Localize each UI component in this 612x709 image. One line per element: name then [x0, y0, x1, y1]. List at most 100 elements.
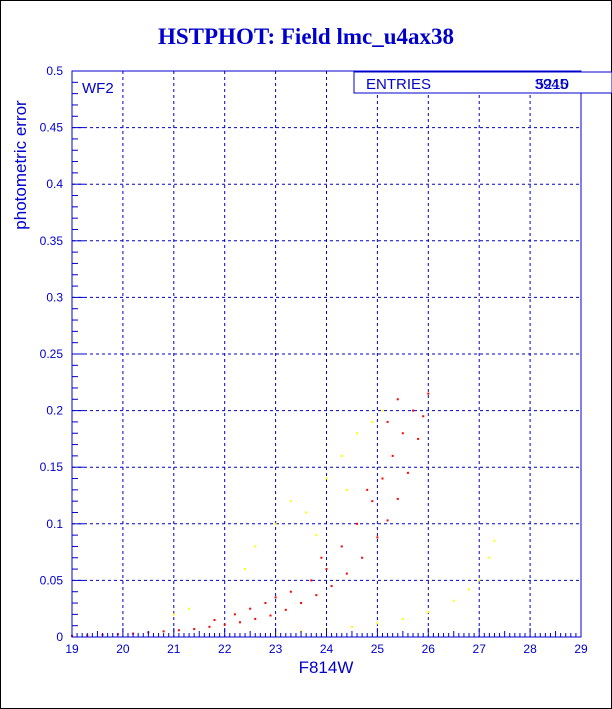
data-point-series-2: [401, 617, 404, 620]
data-point-series-1: [361, 556, 364, 559]
data-point-series-1: [233, 613, 236, 616]
y-tick-label: 0.3: [46, 290, 63, 304]
stats-entries-value-2: 5210: [536, 76, 569, 93]
data-point-series-1: [177, 629, 180, 632]
data-point-series-1: [254, 617, 257, 620]
panel-label: WF2: [82, 80, 114, 97]
x-tick-label: 29: [574, 642, 588, 656]
data-point-series-1: [391, 454, 394, 457]
data-point-series-2: [468, 588, 471, 591]
data-point-series-2: [478, 579, 481, 582]
axis-ticks: [71, 70, 582, 638]
stats-entries-value-1: 3945: [535, 76, 568, 93]
x-tick-label: 20: [116, 642, 130, 656]
data-point-series-1: [208, 625, 211, 628]
y-tick-labels: 0 0.05 0.1 0.15 0.2 0.25 0.3 0.35 0.4 0.45 0.5: [40, 64, 64, 644]
data-point-series-1: [269, 614, 272, 617]
data-point-series-1: [249, 607, 252, 610]
data-point-series-1: [300, 602, 303, 605]
data-point-series-1: [371, 500, 374, 503]
x-tick-label: 24: [320, 642, 334, 656]
data-point-series-1: [274, 596, 277, 599]
data-point-series-2: [289, 500, 292, 503]
data-point-series-1: [340, 545, 343, 548]
data-point-series-1: [386, 420, 389, 423]
y-tick-label: 0.2: [46, 404, 63, 418]
grid-lines: [72, 71, 581, 637]
stats-entries-label: ENTRIES: [366, 76, 431, 93]
y-tick-label: 0.45: [40, 121, 64, 135]
data-point-series-2: [493, 539, 496, 542]
data-point-series-2: [452, 599, 455, 602]
data-point-series-2: [254, 545, 257, 548]
data-point-series-2: [381, 409, 384, 412]
data-point-series-1: [376, 536, 379, 539]
data-point-series-1: [289, 590, 292, 593]
data-point-series-1: [366, 488, 369, 491]
data-point-series-2: [274, 522, 277, 525]
data-point-series-2: [345, 488, 348, 491]
data-point-series-1: [330, 585, 333, 588]
data-point-series-1: [427, 392, 430, 395]
data-point-series-2: [305, 511, 308, 514]
data-point-series-1: [320, 556, 323, 559]
data-point-series-2: [315, 534, 318, 537]
y-tick-label: 0.05: [40, 573, 64, 587]
x-axis-title: F814W: [299, 658, 354, 677]
data-point-series-1: [396, 398, 399, 401]
data-point-series-1: [284, 608, 287, 611]
data-point-series-1: [381, 477, 384, 480]
data-point-series-2: [340, 454, 343, 457]
data-points: [71, 392, 496, 637]
data-point-series-1: [345, 572, 348, 575]
x-tick-label: 19: [65, 642, 79, 656]
y-tick-label: 0.25: [40, 347, 64, 361]
y-tick-label: 0: [56, 630, 63, 644]
chart-title: HSTPHOT: Field lmc_u4ax38: [157, 24, 455, 49]
data-point-series-1: [356, 522, 359, 525]
data-point-series-1: [162, 630, 165, 633]
data-point-series-2: [356, 432, 359, 435]
data-point-series-2: [376, 622, 379, 625]
data-point-series-2: [325, 477, 328, 480]
data-point-series-1: [264, 602, 267, 605]
x-tick-label: 22: [218, 642, 232, 656]
data-point-series-1: [193, 628, 196, 631]
data-point-series-1: [386, 519, 389, 522]
y-tick-label: 0.35: [40, 234, 64, 248]
data-point-series-2: [244, 568, 247, 571]
data-point-series-2: [427, 611, 430, 614]
y-tick-label: 0.5: [46, 64, 63, 78]
x-tick-label: 21: [167, 642, 181, 656]
data-point-series-1: [412, 409, 415, 412]
x-tick-label: 25: [371, 642, 385, 656]
data-point-series-1: [422, 415, 425, 418]
x-tick-label: 27: [473, 642, 487, 656]
data-point-series-1: [213, 619, 216, 622]
data-point-series-1: [406, 471, 409, 474]
x-tick-label: 26: [422, 642, 436, 656]
data-point-series-1: [315, 594, 318, 597]
data-point-series-1: [325, 568, 328, 571]
stats-box-frame: [353, 71, 612, 94]
y-axis-title: photometric error: [11, 100, 30, 230]
data-point-series-2: [488, 556, 491, 559]
data-point-series-1: [396, 497, 399, 500]
data-point-series-1: [238, 621, 241, 624]
data-point-series-2: [350, 625, 353, 628]
x-tick-label: 28: [523, 642, 537, 656]
x-tick-labels: 19 20 21 22 23 24 25 26 27 28 29: [65, 642, 588, 656]
y-tick-label: 0.15: [40, 460, 64, 474]
y-tick-label: 0.1: [46, 517, 63, 531]
data-point-series-2: [371, 420, 374, 423]
y-tick-label: 0.4: [46, 177, 63, 191]
data-point-series-2: [172, 613, 175, 616]
data-point-series-1: [310, 579, 313, 582]
x-tick-label: 23: [269, 642, 283, 656]
data-point-series-1: [401, 432, 404, 435]
data-point-series-2: [188, 607, 191, 610]
data-point-series-1: [417, 437, 420, 440]
stats-box: ENTRIES 3945 5210: [353, 71, 612, 94]
data-point-series-1: [223, 623, 226, 626]
